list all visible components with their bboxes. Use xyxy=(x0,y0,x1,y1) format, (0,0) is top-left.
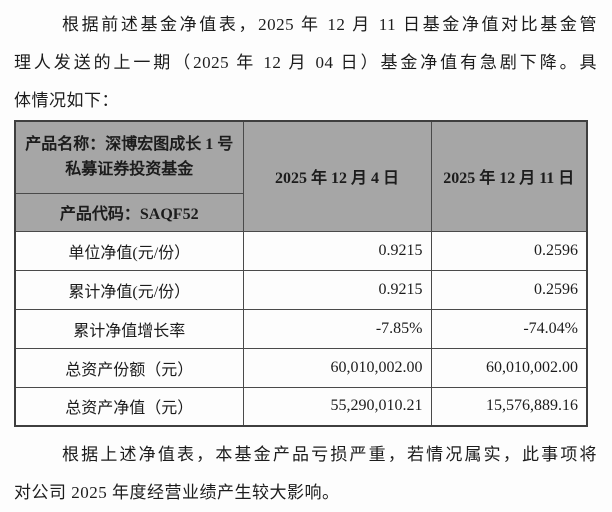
row-label: 单位净值(元/份） xyxy=(14,230,244,271)
row-value-date2: 60,010,002.00 xyxy=(430,347,588,388)
table-row-growth-rate: 累计净值增长率 -7.85% -74.04% xyxy=(14,308,588,349)
row-label: 累计净值(元/份） xyxy=(14,269,244,310)
intro-line-1: 根据前述基金净值表，2025 年 12 月 11 日基金净值对比基金管 xyxy=(62,15,597,34)
row-label: 总资产净值（元） xyxy=(14,386,244,427)
row-value-date1: 0.9215 xyxy=(242,230,432,271)
table-row-total-shares: 总资产份额（元） 60,010,002.00 60,010,002.00 xyxy=(14,347,588,388)
intro-paragraph: 根据前述基金净值表，2025 年 12 月 11 日基金净值对比基金管 理人发送… xyxy=(14,6,597,120)
table-row-total-nav: 总资产净值（元） 55,290,010.21 15,576,889.16 xyxy=(14,386,588,427)
conclusion-line-2: 对公司 2025 年度经营业绩产生较大影响。 xyxy=(14,483,340,502)
row-value-date2: 0.2596 xyxy=(430,269,588,310)
conclusion-line-1: 根据上述净值表，本基金产品亏损严重，若情况属实，此事项将 xyxy=(62,445,597,464)
fund-nav-table: 产品名称：深博宏图成长 1 号私募证券投资基金 2025 年 12 月 4 日 … xyxy=(14,120,588,427)
intro-line-3: 体情况如下： xyxy=(14,91,119,110)
conclusion-paragraph: 根据上述净值表，本基金产品亏损严重，若情况属实，此事项将 对公司 2025 年度… xyxy=(14,436,597,512)
row-value-date1: 55,290,010.21 xyxy=(242,386,432,427)
table-header-row-1: 产品名称：深博宏图成长 1 号私募证券投资基金 2025 年 12 月 4 日 … xyxy=(14,120,588,232)
row-value-date2: 0.2596 xyxy=(430,230,588,271)
product-code-cell: 产品代码：SAQF52 xyxy=(14,192,244,232)
row-value-date1: 60,010,002.00 xyxy=(242,347,432,388)
row-value-date2: 15,576,889.16 xyxy=(430,386,588,427)
table-row-unit-nav: 单位净值(元/份） 0.9215 0.2596 xyxy=(14,230,588,271)
date-column-header-1: 2025 年 12 月 4 日 xyxy=(242,120,432,232)
row-label: 总资产份额（元） xyxy=(14,347,244,388)
intro-line-2: 理人发送的上一期（2025 年 12 月 04 日）基金净值有急剧下降。具 xyxy=(14,53,597,72)
date-column-header-2: 2025 年 12 月 11 日 xyxy=(430,120,588,232)
row-value-date1: 0.9215 xyxy=(242,269,432,310)
row-value-date2: -74.04% xyxy=(430,308,588,349)
product-name-cell: 产品名称：深博宏图成长 1 号私募证券投资基金 xyxy=(14,120,244,194)
row-label: 累计净值增长率 xyxy=(14,308,244,349)
table-row-cumulative-nav: 累计净值(元/份） 0.9215 0.2596 xyxy=(14,269,588,310)
table-header-row-2: 产品代码：SAQF52 xyxy=(14,192,587,232)
row-value-date1: -7.85% xyxy=(242,308,432,349)
